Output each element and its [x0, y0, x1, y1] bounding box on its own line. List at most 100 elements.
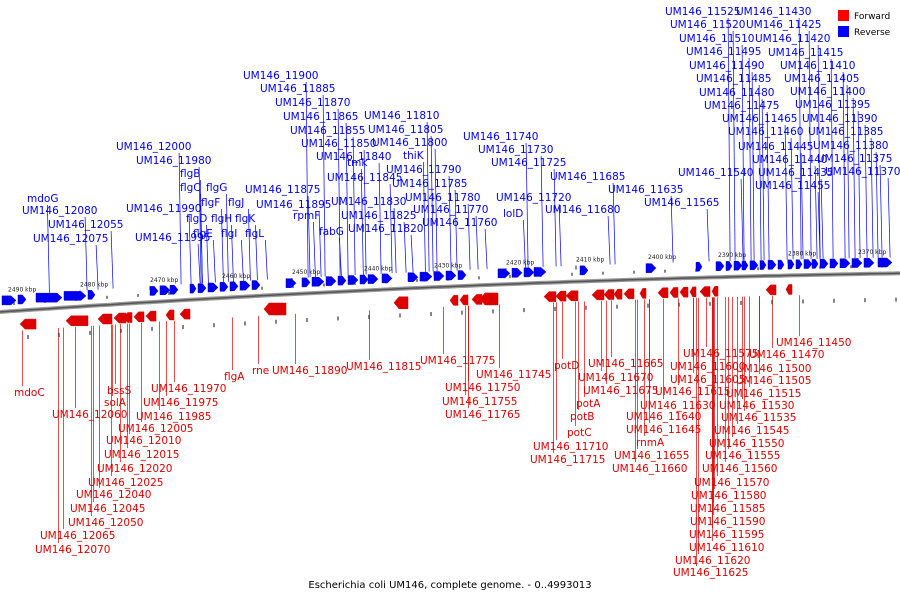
gene-label: UM146_11760: [422, 217, 497, 229]
leader-line: [741, 44, 745, 261]
leader-line: [766, 111, 770, 260]
forward-gene-arrow: [543, 291, 557, 302]
reverse-gene-arrow: [795, 259, 803, 269]
gene-label: UM146_11725: [491, 157, 566, 169]
gene-label: mdoC: [14, 387, 45, 399]
gene-label: flgD: [186, 213, 207, 225]
forward-gene-arrow: [657, 287, 669, 299]
reverse-gene-arrow: [819, 258, 829, 269]
gene-label: UM146_11530: [719, 400, 794, 412]
gene-label: UM146_11875: [245, 184, 320, 196]
leader-line: [670, 195, 674, 263]
leader-line: [852, 97, 856, 259]
leader-line: [875, 151, 879, 258]
gene-label: UM146_11380: [813, 140, 888, 152]
gene-label: UM146_11595: [689, 529, 764, 541]
legend-forward-swatch: [838, 10, 849, 21]
leader-line: [790, 137, 794, 260]
map-caption: Escherichia coli UM146, complete genome.…: [308, 580, 591, 591]
leader-line: [378, 162, 382, 274]
reverse-gene-arrow: [863, 258, 875, 268]
leader-line: [553, 168, 557, 267]
leader-line: [879, 164, 883, 258]
reverse-gene-arrow: [149, 286, 159, 296]
gene-label: UM146_11895: [256, 199, 331, 211]
gene-label: UM146_12055: [48, 219, 123, 231]
gene-label: UM146_11890: [272, 365, 347, 377]
forward-gene-arrow: [123, 312, 133, 323]
gene-label: tmk: [347, 157, 368, 169]
legend-reverse-label: Reverse: [854, 28, 891, 38]
tick-label: 2490 kbp: [8, 286, 36, 293]
gene-label: UM146_11800: [372, 137, 447, 149]
leader-line: [423, 161, 426, 272]
leader-line: [393, 207, 397, 274]
gene-label: UM146_12020: [97, 463, 172, 475]
gene-label: UM146_11780: [405, 192, 480, 204]
leader-line: [226, 193, 229, 282]
gene-label: UM146_11825: [341, 210, 416, 222]
reverse-gene-arrow: [533, 267, 547, 277]
gene-label: UM146_11710: [533, 441, 608, 453]
reverse-gene-arrow: [239, 280, 251, 291]
gene-label: UM146_11605: [670, 374, 745, 386]
reverse-gene-arrow: [829, 258, 839, 269]
gene-label: UM146_11540: [678, 167, 753, 179]
gene-label: UM146_12010: [106, 435, 181, 447]
reverse-gene-arrow: [337, 275, 347, 286]
gene-label: UM146_11645: [626, 424, 701, 436]
leader-line: [454, 189, 458, 271]
tick-label: 2410 kbp: [576, 257, 604, 264]
leader-line: [846, 84, 850, 259]
gene-label: UM146_11405: [784, 73, 859, 85]
reverse-gene-arrow: [207, 282, 219, 293]
gene-label: UM146_11520: [670, 19, 745, 31]
gene-label: UM146_11450: [776, 337, 851, 349]
reverse-gene-arrow: [285, 278, 297, 288]
leader-line: [857, 110, 861, 259]
leader-line: [360, 168, 364, 275]
gene-label: UM146_12050: [68, 517, 143, 529]
tick-label: 2450 kbp: [292, 269, 320, 276]
gene-label: flgG: [206, 182, 227, 194]
gene-label: UM146_12075: [33, 233, 108, 245]
leader-line: [255, 224, 258, 281]
reverse-gene-arrow: [251, 280, 261, 290]
gene-label: UM146_11480: [699, 87, 774, 99]
leader-line: [363, 149, 367, 275]
gene-label: UM146_11765: [445, 409, 520, 421]
leader-line: [612, 182, 616, 265]
leader-line: [231, 224, 234, 282]
leader-line: [808, 30, 812, 260]
forward-gene-arrow: [591, 289, 605, 301]
leader-line: [430, 135, 434, 272]
tick-label: 2470 kbp: [150, 277, 178, 284]
gene-label: UM146_11675: [583, 385, 658, 397]
reverse-gene-arrow: [695, 261, 703, 272]
reverse-gene-arrow: [839, 258, 851, 269]
forward-gene-arrow: [479, 292, 499, 306]
reverse-gene-arrow: [407, 272, 419, 282]
gene-label: UM146_11985: [136, 411, 211, 423]
gene-label: UM146_12000: [116, 141, 191, 153]
gene-label: UM146_11525: [665, 6, 740, 18]
gene-label: potD: [554, 360, 579, 372]
tick-label: 2400 kbp: [648, 254, 676, 261]
gene-label: UM146_11465: [722, 113, 797, 125]
gene-label: UM146_11640: [626, 411, 701, 423]
leader-line: [467, 203, 471, 270]
leader-line: [221, 208, 224, 282]
leader-line: [607, 215, 611, 265]
gene-label: UM146_11420: [755, 33, 830, 45]
leader-line: [110, 230, 114, 289]
tick-label: 2440 kbp: [364, 265, 392, 272]
gene-label: flgH: [211, 213, 232, 225]
leader-line: [248, 208, 251, 281]
reverse-gene-arrow: [311, 277, 325, 287]
gene-label: UM146_11485: [696, 73, 771, 85]
reverse-gene-arrow: [741, 260, 749, 271]
reverse-gene-arrow: [457, 270, 467, 280]
leader-line: [798, 17, 802, 260]
reverse-gene-arrow: [787, 259, 795, 270]
